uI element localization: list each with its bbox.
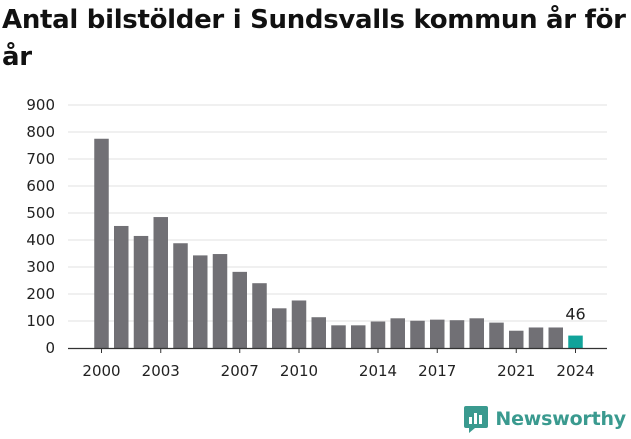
x-tick-label: 2014 (359, 362, 397, 380)
y-tick-label: 800 (26, 123, 55, 141)
bar-2019 (469, 318, 484, 348)
newsworthy-logo-icon (464, 406, 489, 433)
y-axis-tick-labels: 0 100 200 300 400 500 600 700 800 900 (26, 96, 55, 357)
y-tick-label: 900 (26, 96, 55, 114)
x-tick-label: 2007 (221, 362, 259, 380)
bar-2013 (351, 325, 366, 348)
bar-2011 (311, 317, 326, 348)
x-axis-ticks: 2000 2003 2007 2010 2014 2017 2021 2024 (82, 348, 595, 380)
x-tick-label: 2003 (142, 362, 180, 380)
x-tick-label: 2010 (280, 362, 318, 380)
y-tick-label: 500 (26, 204, 55, 222)
y-tick-label: 300 (26, 258, 55, 276)
bar-2006 (212, 254, 228, 348)
bar-2014 (370, 321, 386, 348)
y-tick-label: 700 (26, 150, 55, 168)
bar-2000 (94, 138, 109, 348)
newsworthy-brand: Newsworthy (463, 404, 626, 434)
gridlines (68, 104, 607, 322)
bar-2012 (331, 325, 346, 348)
brand-name: Newsworthy (495, 408, 626, 430)
bar-2016 (410, 320, 425, 348)
y-tick-label: 0 (45, 339, 55, 357)
y-tick-label: 100 (26, 312, 55, 330)
bar-2022 (528, 327, 544, 348)
bar-2017 (430, 319, 445, 348)
chart-title: Antal bilstölder i Sundsvalls kommun år … (2, 5, 626, 72)
x-tick-label: 2017 (418, 362, 456, 380)
bar-2024 (568, 335, 583, 348)
x-tick-label: 2000 (82, 362, 120, 380)
bar-2009 (272, 308, 287, 348)
y-tick-label: 600 (26, 177, 55, 195)
x-tick-label: 2024 (556, 362, 594, 380)
bar-2008 (252, 283, 267, 348)
bar-2007 (232, 271, 247, 348)
bar-2020 (489, 322, 504, 348)
data-label-2024: 46 (565, 305, 585, 324)
bar-2002 (133, 235, 149, 348)
bar-2001 (114, 225, 129, 348)
bar-2023 (548, 327, 563, 348)
bar-2005 (193, 255, 208, 348)
data-labels: 46 (565, 305, 585, 324)
y-tick-label: 400 (26, 231, 55, 249)
bar-2021 (509, 330, 524, 348)
x-tick-label: 2021 (497, 362, 535, 380)
bar-2010 (291, 300, 307, 348)
bar-2018 (449, 320, 465, 348)
bars (94, 138, 583, 348)
bar-2003 (153, 217, 168, 348)
bar-2004 (173, 243, 188, 348)
bar-2015 (390, 318, 405, 348)
y-tick-label: 200 (26, 285, 55, 303)
